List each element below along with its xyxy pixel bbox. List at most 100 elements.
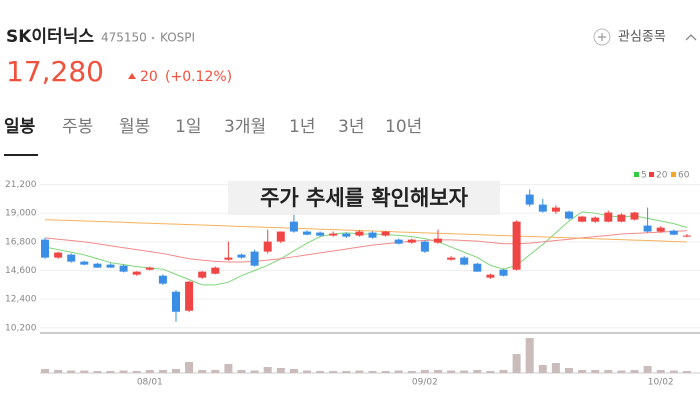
candle-body xyxy=(224,257,233,260)
tab[interactable]: 3년 xyxy=(338,117,364,137)
candle-body xyxy=(538,204,547,212)
volume-bar xyxy=(119,370,128,373)
x-tick-label: 08/01 xyxy=(137,378,163,388)
candle-body xyxy=(486,274,495,278)
candle-body xyxy=(434,238,442,243)
volume-bar xyxy=(499,370,508,373)
change-pct: (+0.12%) xyxy=(165,69,232,85)
candle-body xyxy=(525,194,534,205)
candle-body xyxy=(41,239,49,258)
candle-body xyxy=(551,207,560,212)
watch-plus xyxy=(598,33,606,41)
y-tick-label: 14,600 xyxy=(5,266,37,276)
tab[interactable]: 월봉 xyxy=(119,117,150,137)
x-tick-label: 09/02 xyxy=(412,378,438,388)
candle-body xyxy=(198,271,207,278)
volume-bar xyxy=(512,354,521,373)
volume-bar xyxy=(41,369,49,373)
watch-label: 관심종목 xyxy=(618,30,666,45)
tab[interactable]: 1년 xyxy=(289,117,315,137)
volume-bar xyxy=(172,369,180,373)
volume-bar xyxy=(185,362,194,373)
market: KOSPI xyxy=(160,31,195,45)
candle-body xyxy=(316,232,325,236)
volume-bar xyxy=(434,370,442,373)
y-tick-label: 21,200 xyxy=(5,180,37,190)
legend-swatch xyxy=(634,172,639,177)
candle-body xyxy=(342,233,351,237)
volume-bar xyxy=(93,371,102,373)
candle-body xyxy=(630,212,639,220)
volume-bar xyxy=(407,371,416,373)
volume-bar xyxy=(132,371,141,373)
volume-bar xyxy=(643,366,652,373)
volume-bar xyxy=(263,367,272,373)
volume-bar xyxy=(329,371,338,373)
tab[interactable]: 주봉 xyxy=(62,117,93,137)
candle-body xyxy=(276,231,285,242)
candle-body xyxy=(80,261,89,265)
volume-bar xyxy=(551,363,560,373)
volume-bar xyxy=(303,370,311,373)
volume-bar xyxy=(617,370,626,373)
candle-body xyxy=(119,265,128,272)
price: 17,280 xyxy=(6,55,104,88)
banner: 주가 추세를 확인해보자 xyxy=(260,186,469,210)
y-tick-label: 12,400 xyxy=(5,295,37,305)
volume-bar xyxy=(447,370,456,373)
candle-body xyxy=(447,257,456,260)
volume-bar xyxy=(381,371,390,373)
candle-body xyxy=(617,214,626,222)
tab[interactable]: 3개월 xyxy=(224,117,266,137)
volume-bar xyxy=(355,370,364,373)
volume-bar xyxy=(67,370,76,373)
separator-dot xyxy=(151,36,155,40)
candle-body xyxy=(132,271,141,275)
candle-body xyxy=(158,275,167,284)
candle-body xyxy=(67,254,76,262)
tab[interactable]: 10년 xyxy=(385,117,422,137)
candle-body xyxy=(329,233,338,236)
volume-bar xyxy=(630,370,639,373)
volume-bar xyxy=(420,370,429,373)
candle-body xyxy=(591,217,600,222)
candle-body xyxy=(54,252,63,258)
candle-body xyxy=(643,225,652,232)
legend-swatch xyxy=(671,172,676,177)
candle-body xyxy=(145,267,154,270)
candle-body xyxy=(499,269,508,276)
volume-bar xyxy=(106,371,115,373)
volume-bar xyxy=(237,370,246,373)
stock-name: SK이터닉스 xyxy=(6,27,94,47)
y-tick-label: 19,000 xyxy=(5,209,37,219)
volume-bar xyxy=(368,371,377,373)
volume-bar xyxy=(54,370,63,373)
tab-bar: 일봉 주봉 월봉 1일 3개월 1년 3년 10년 xyxy=(4,117,422,137)
candle-body xyxy=(578,216,587,222)
volume-bar xyxy=(565,368,573,373)
candle-body xyxy=(473,263,482,272)
candle-body xyxy=(93,263,102,268)
candle-body xyxy=(355,231,364,236)
volume-bar xyxy=(198,370,207,373)
candle-body xyxy=(263,241,272,252)
plot: 21,200 19,000 16,800 14,600 12,400 10,200 08/0… xyxy=(5,171,700,388)
stock-code: 475150 xyxy=(101,31,147,45)
collapse-icon[interactable] xyxy=(685,34,697,41)
candle-body xyxy=(682,235,691,237)
volume-bar xyxy=(158,370,167,373)
watch-button[interactable]: 관심종목 xyxy=(593,28,666,46)
volume-bar xyxy=(591,370,600,373)
volume-bar xyxy=(525,338,534,373)
candle-body xyxy=(604,212,613,222)
tab[interactable]: 일봉 xyxy=(4,117,36,137)
legend-swatch xyxy=(649,172,654,177)
change: 20 xyxy=(140,69,158,85)
volume-bar xyxy=(224,364,233,373)
candle-body xyxy=(407,239,416,243)
candle-body xyxy=(460,257,469,265)
volume-bar xyxy=(316,371,325,373)
candle-body xyxy=(106,264,115,268)
candle-body xyxy=(172,291,180,312)
tab[interactable]: 1일 xyxy=(175,117,201,137)
